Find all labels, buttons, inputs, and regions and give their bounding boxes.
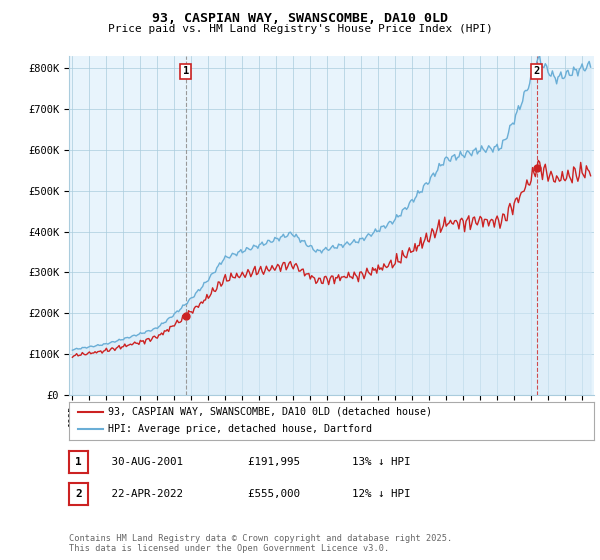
Text: 93, CASPIAN WAY, SWANSCOMBE, DA10 0LD: 93, CASPIAN WAY, SWANSCOMBE, DA10 0LD: [152, 12, 448, 25]
Text: Contains HM Land Registry data © Crown copyright and database right 2025.
This d: Contains HM Land Registry data © Crown c…: [69, 534, 452, 553]
Text: HPI: Average price, detached house, Dartford: HPI: Average price, detached house, Dart…: [109, 424, 373, 435]
Text: 1: 1: [182, 66, 189, 76]
Text: 2: 2: [75, 489, 82, 499]
Text: 30-AUG-2001          £191,995        13% ↓ HPI: 30-AUG-2001 £191,995 13% ↓ HPI: [92, 457, 410, 467]
Text: 93, CASPIAN WAY, SWANSCOMBE, DA10 0LD (detached house): 93, CASPIAN WAY, SWANSCOMBE, DA10 0LD (d…: [109, 407, 433, 417]
Text: 22-APR-2022          £555,000        12% ↓ HPI: 22-APR-2022 £555,000 12% ↓ HPI: [92, 489, 410, 499]
Text: 1: 1: [75, 457, 82, 467]
Text: 2: 2: [533, 66, 540, 76]
Text: Price paid vs. HM Land Registry's House Price Index (HPI): Price paid vs. HM Land Registry's House …: [107, 24, 493, 34]
